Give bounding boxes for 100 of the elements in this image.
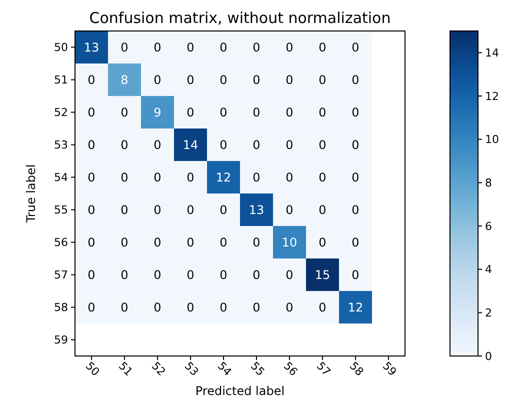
x-tick-label: 59 xyxy=(380,359,400,379)
data-label: 0 xyxy=(220,138,228,152)
data-label: 0 xyxy=(154,300,162,314)
data-label: 13 xyxy=(248,202,264,217)
data-label: 0 xyxy=(352,235,360,250)
y-tick-label: 52 xyxy=(54,106,68,120)
data-label: 0 xyxy=(186,202,194,217)
data-label: 0 xyxy=(88,268,96,282)
data-label: 0 xyxy=(186,72,194,87)
color-bar-label: 6 xyxy=(485,220,492,233)
data-label: 0 xyxy=(352,170,360,184)
data-label: 0 xyxy=(120,202,128,217)
data-label: 0 xyxy=(220,268,228,282)
data-label: 0 xyxy=(318,235,326,250)
data-label: 0 xyxy=(88,235,96,250)
data-label: 0 xyxy=(352,138,360,152)
y-axis-title: True label xyxy=(24,164,38,224)
data-label: 0 xyxy=(88,170,96,184)
data-label: 0 xyxy=(352,40,360,54)
data-label: 0 xyxy=(120,235,128,250)
data-label: 0 xyxy=(220,235,228,250)
data-label: 0 xyxy=(252,138,260,152)
data-label: 0 xyxy=(120,300,128,314)
color-bar-label: 2 xyxy=(485,306,492,320)
x-tick-label: 52 xyxy=(148,359,168,379)
y-tick-label: 56 xyxy=(54,236,68,250)
data-label: 0 xyxy=(318,138,326,152)
data-label: 0 xyxy=(120,268,128,282)
color-bar-label: 10 xyxy=(485,133,499,146)
x-tick-label: 58 xyxy=(346,359,366,379)
data-label: 0 xyxy=(318,170,326,184)
data-label: 0 xyxy=(252,235,260,250)
data-label: 0 xyxy=(120,138,128,152)
data-label: 13 xyxy=(84,40,100,54)
color-bar-label: 12 xyxy=(485,90,499,103)
data-label: 12 xyxy=(216,170,232,184)
data-label: 0 xyxy=(120,105,128,120)
data-label: 0 xyxy=(286,202,294,217)
data-label: 0 xyxy=(186,40,194,54)
data-label: 0 xyxy=(186,268,194,282)
x-tick-label: 50 xyxy=(82,359,102,379)
data-label: 0 xyxy=(318,72,326,87)
x-tick-label: 56 xyxy=(280,359,300,379)
y-tick-label: 57 xyxy=(54,268,68,282)
data-label: 0 xyxy=(286,170,294,184)
data-label: 0 xyxy=(318,40,326,54)
data-label: 0 xyxy=(186,300,194,314)
data-label: 0 xyxy=(88,202,96,217)
data-label: 0 xyxy=(220,40,228,54)
x-tick-label: 54 xyxy=(214,359,234,379)
y-tick-label: 59 xyxy=(54,334,68,347)
data-label: 0 xyxy=(286,138,294,152)
data-label: 15 xyxy=(314,268,330,282)
color-bar-label: 8 xyxy=(485,176,492,190)
data-label: 0 xyxy=(88,138,96,152)
data-label: 0 xyxy=(88,105,96,120)
data-label: 0 xyxy=(186,105,194,120)
color-bar-label: 14 xyxy=(485,46,499,60)
y-tick-label: 55 xyxy=(54,204,68,217)
data-label: 0 xyxy=(252,72,260,87)
data-label: 0 xyxy=(286,268,294,282)
data-label: 0 xyxy=(286,105,294,120)
data-label: 0 xyxy=(252,40,260,54)
y-tick-label: 51 xyxy=(54,74,68,87)
y-tick-label: 53 xyxy=(54,138,68,152)
data-label: 0 xyxy=(286,300,294,314)
y-tick-label: 54 xyxy=(54,171,68,184)
data-label: 0 xyxy=(286,72,294,87)
x-axis-title: Predicted label xyxy=(195,384,285,398)
data-label: 0 xyxy=(318,202,326,217)
data-label: 0 xyxy=(154,170,162,184)
data-label: 8 xyxy=(120,72,128,87)
data-label: 0 xyxy=(352,72,360,87)
data-label: 0 xyxy=(88,300,96,314)
data-label: 0 xyxy=(220,72,228,87)
data-label: 0 xyxy=(318,300,326,314)
data-label: 14 xyxy=(182,138,198,152)
x-tick-label: 51 xyxy=(116,359,136,379)
data-label: 0 xyxy=(220,300,228,314)
data-label: 0 xyxy=(352,268,360,282)
x-tick-label: 55 xyxy=(248,359,268,379)
data-label: 12 xyxy=(348,300,364,314)
data-label: 9 xyxy=(154,105,162,120)
data-label: 0 xyxy=(352,105,360,120)
data-label: 0 xyxy=(154,72,162,87)
data-label: 0 xyxy=(318,105,326,120)
x-tick-label: 57 xyxy=(314,359,334,379)
chart-title: Confusion matrix, without normalization xyxy=(89,9,391,27)
data-label: 0 xyxy=(252,170,260,184)
y-tick-label: 50 xyxy=(54,41,68,54)
data-label: 0 xyxy=(220,105,228,120)
data-label: 0 xyxy=(352,202,360,217)
data-label: 0 xyxy=(154,40,162,54)
data-label: 0 xyxy=(154,138,162,152)
data-label: 0 xyxy=(220,202,228,217)
x-tick-label: 53 xyxy=(182,359,202,379)
data-label: 0 xyxy=(154,202,162,217)
data-label: 0 xyxy=(88,72,96,87)
data-label: 0 xyxy=(154,268,162,282)
data-label: 0 xyxy=(252,300,260,314)
